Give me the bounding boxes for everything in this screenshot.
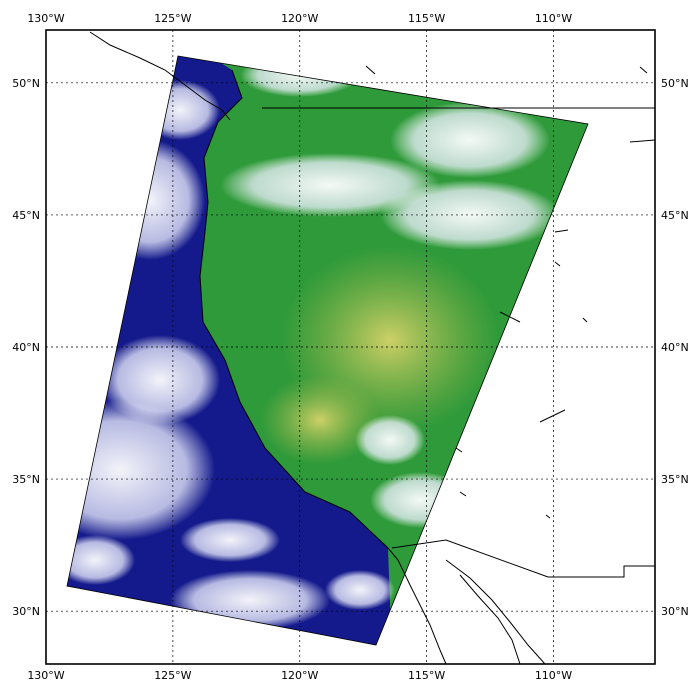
lon-tick-label-top: 120°W: [281, 12, 318, 25]
mexico-border: [391, 539, 655, 578]
lon-tick-label-bottom: 120°W: [281, 669, 318, 682]
lon-tick-label-top: 110°W: [535, 12, 572, 25]
swath-outline: [66, 55, 589, 646]
lon-tick-label-top: 130°W: [27, 12, 64, 25]
lon-tick-label-bottom: 110°W: [535, 669, 572, 682]
lat-tick-label-right: 30°N: [661, 605, 689, 618]
lon-tick-label-bottom: 125°W: [154, 669, 191, 682]
map-border: [45, 29, 656, 665]
lon-tick-label-bottom: 115°W: [408, 669, 445, 682]
coastlines: [89, 31, 656, 665]
lat-tick-label-left: 30°N: [12, 605, 40, 618]
lon-tick-label-top: 125°W: [154, 12, 191, 25]
lat-tick-label-right: 45°N: [661, 209, 689, 222]
lat-tick-label-left: 35°N: [12, 473, 40, 486]
lat-tick-label-right: 50°N: [661, 77, 689, 90]
lat-tick-label-left: 45°N: [12, 209, 40, 222]
tick-labels: 130°W 130°W 125°W 125°W 120°W 120°W 115°W 115°W…: [12, 12, 688, 682]
gulf-coast: [459, 574, 521, 665]
lon-tick-label-bottom: 130°W: [27, 669, 64, 682]
valley-area: [260, 375, 380, 465]
vancouver-island-coast: [89, 31, 231, 121]
lon-tick-label-top: 115°W: [408, 12, 445, 25]
lake-marks: [365, 65, 656, 519]
west-coast-line: [199, 69, 447, 665]
lat-tick-label-left: 50°N: [12, 77, 40, 90]
lat-tick-label-right: 40°N: [661, 341, 689, 354]
lat-tick-label-right: 35°N: [661, 473, 689, 486]
lat-tick-label-left: 40°N: [12, 341, 40, 354]
